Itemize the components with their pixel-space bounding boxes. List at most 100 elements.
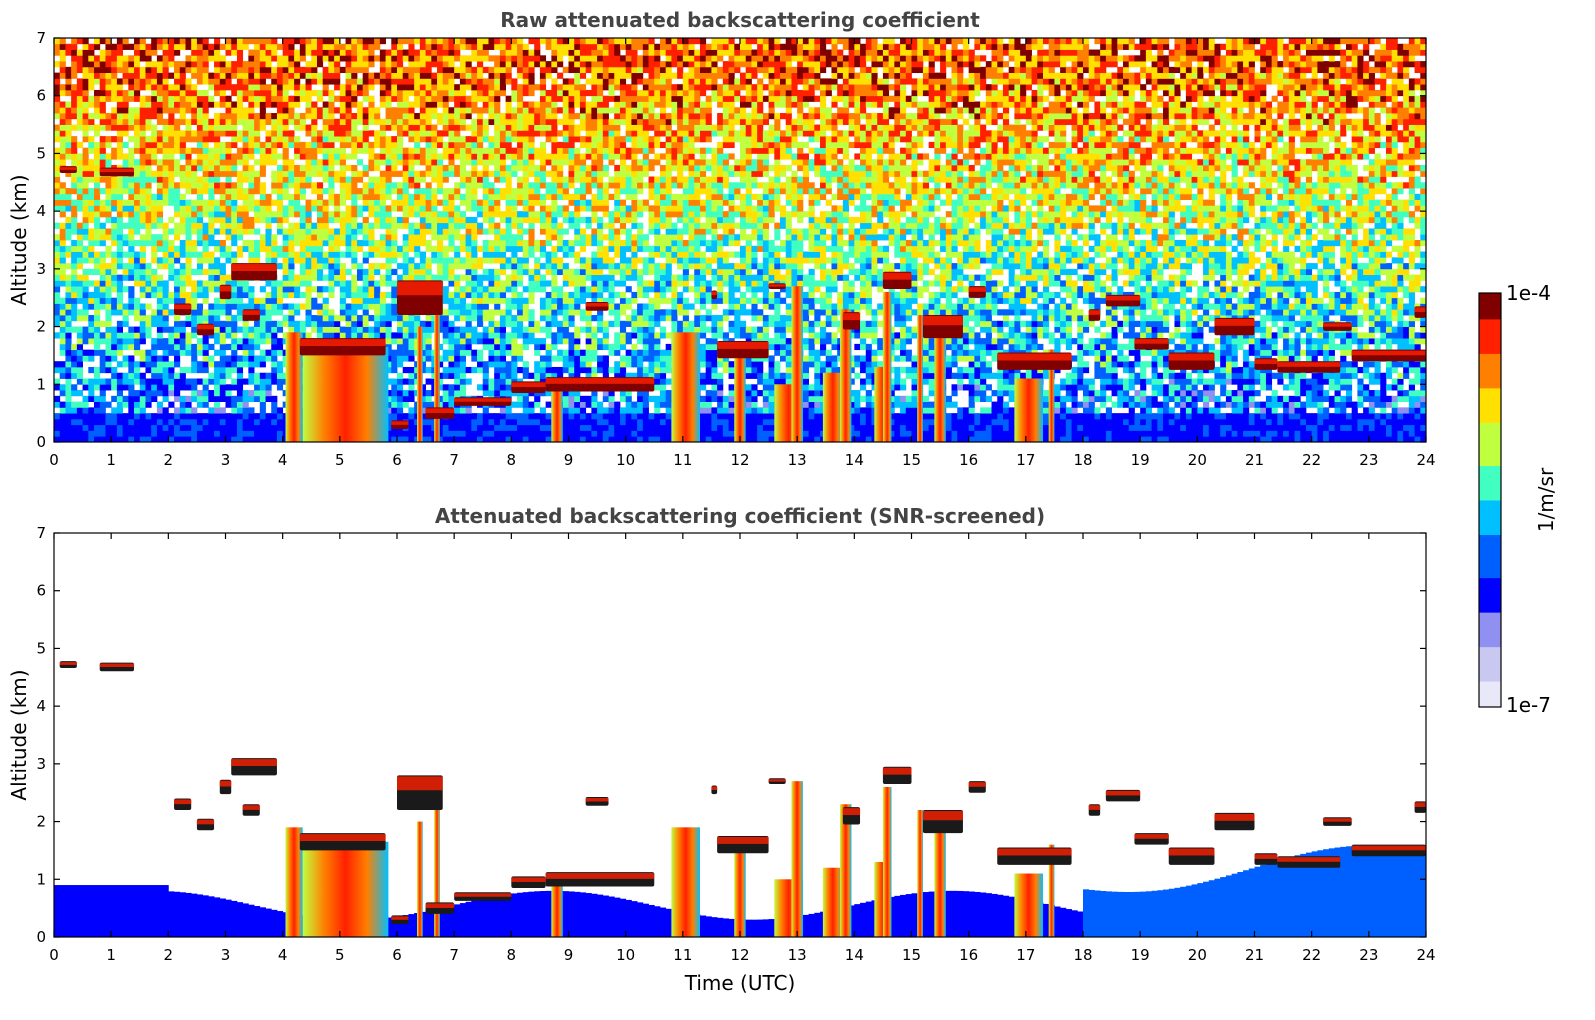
colorbar-segment xyxy=(1479,465,1501,475)
cloud-layer-core xyxy=(99,168,135,173)
colorbar-segment xyxy=(1479,603,1501,613)
colorbar-segment xyxy=(1479,551,1501,561)
cloud-layer-core xyxy=(1168,353,1215,361)
precipitation-column xyxy=(917,810,923,937)
colorbar-segment xyxy=(1479,620,1501,630)
cloud-layer-core xyxy=(196,324,215,330)
x-tick-label: 2 xyxy=(164,451,174,469)
colorbar-segment xyxy=(1479,301,1501,311)
cloud-layer-core xyxy=(391,421,409,425)
colorbar-segment xyxy=(1479,577,1501,587)
cloud-layer-core xyxy=(882,767,912,775)
x-tick-label: 2 xyxy=(164,946,174,964)
cloud-layer-core xyxy=(968,287,986,292)
panel1-x-ticks: 0 1 2 3 4 5 6 7 8 9 10 11 12 13 14 15 16 17 18 19 20 21 22 23 24 xyxy=(49,38,1436,469)
colorbar-gradient xyxy=(1479,293,1501,708)
precipitation-column xyxy=(917,315,923,442)
precipitation-column xyxy=(791,286,803,442)
x-tick-label: 17 xyxy=(1016,451,1035,469)
colorbar-segment xyxy=(1479,405,1501,415)
cloud-layer-core xyxy=(397,776,443,791)
colorbar-segment xyxy=(1479,560,1501,570)
colorbar-segment xyxy=(1479,586,1501,596)
x-tick-label: 21 xyxy=(1245,946,1264,964)
x-tick-label: 5 xyxy=(335,451,345,469)
precipitation-column xyxy=(1014,378,1043,442)
cloud-layer-core xyxy=(391,916,409,920)
colorbar-segment xyxy=(1479,474,1501,484)
colorbar-segment xyxy=(1479,698,1501,708)
cloud-layer-core xyxy=(545,378,655,384)
x-tick-label: 8 xyxy=(507,451,517,469)
panel1-y-ticks: 0 1 2 3 4 5 6 7 xyxy=(36,29,1426,451)
colorbar-segment xyxy=(1479,396,1501,406)
panel2-y-axis-label: Altitude (km) xyxy=(7,669,31,800)
cloud-layer-core xyxy=(717,837,769,844)
x-tick-label: 19 xyxy=(1131,946,1150,964)
cloud-layer-core xyxy=(1414,802,1426,807)
panel2-y-ticks: 0 1 2 3 4 5 6 7 xyxy=(36,524,1426,946)
cloud-layer-core xyxy=(1323,818,1352,822)
cloud-layer-core xyxy=(59,662,77,665)
cloud-layer-core xyxy=(299,339,386,347)
x-tick-label: 12 xyxy=(730,946,749,964)
cloud-layer-core xyxy=(1414,307,1426,312)
y-tick-label: 0 xyxy=(36,928,46,946)
precipitation-column xyxy=(434,792,440,937)
colorbar-segment xyxy=(1479,293,1501,303)
precipitation-column xyxy=(671,332,700,442)
colorbar-segment xyxy=(1479,655,1501,665)
x-tick-label: 4 xyxy=(278,451,288,469)
y-tick-label: 6 xyxy=(36,87,46,105)
colorbar-min-label: 1e-7 xyxy=(1506,693,1551,717)
x-tick-label: 1 xyxy=(106,451,116,469)
cloud-layer-core xyxy=(454,398,512,402)
x-tick-label: 10 xyxy=(616,946,635,964)
cloud-layer-core xyxy=(174,304,192,310)
x-tick-label: 20 xyxy=(1188,946,1207,964)
precipitation-column xyxy=(934,326,946,442)
cloud-layer-core xyxy=(545,873,655,879)
x-tick-label: 14 xyxy=(845,946,864,964)
x-tick-label: 20 xyxy=(1188,451,1207,469)
colorbar-segment xyxy=(1479,379,1501,389)
colorbar-segment xyxy=(1479,491,1501,501)
cloud-layer-core xyxy=(968,782,986,787)
precipitation-column xyxy=(1014,873,1043,937)
colorbar-segment xyxy=(1479,517,1501,527)
x-tick-label: 23 xyxy=(1359,946,1378,964)
precipitation-column xyxy=(1048,349,1055,442)
colorbar-segment xyxy=(1479,672,1501,682)
x-tick-label: 24 xyxy=(1416,451,1435,469)
x-tick-label: 12 xyxy=(730,451,749,469)
y-tick-label: 5 xyxy=(36,639,46,657)
y-tick-label: 0 xyxy=(36,433,46,451)
x-tick-label: 16 xyxy=(959,946,978,964)
cloud-layer-core xyxy=(882,272,912,280)
x-tick-label: 4 xyxy=(278,946,288,964)
x-tick-label: 3 xyxy=(221,451,231,469)
cloud-layer-core xyxy=(842,313,861,321)
cloud-layer-core xyxy=(511,382,546,388)
x-tick-label: 18 xyxy=(1073,946,1092,964)
x-tick-label: 21 xyxy=(1245,451,1264,469)
colorbar-segment xyxy=(1479,508,1501,518)
cloud-layer-core xyxy=(1351,350,1426,356)
cloud-layer-core xyxy=(711,291,718,295)
x-tick-label: 11 xyxy=(673,946,692,964)
colorbar-segment xyxy=(1479,370,1501,380)
x-tick-label: 6 xyxy=(392,451,402,469)
colorbar-segment xyxy=(1479,439,1501,449)
cloud-layer-core xyxy=(997,848,1072,856)
precipitation-column xyxy=(302,346,389,442)
cloud-layer-core xyxy=(425,903,455,908)
precipitation-column xyxy=(882,291,892,442)
x-tick-label: 0 xyxy=(49,451,59,469)
x-tick-label: 18 xyxy=(1073,451,1092,469)
y-tick-label: 3 xyxy=(36,260,46,278)
precipitation-column xyxy=(417,326,423,442)
x-tick-label: 10 xyxy=(616,451,635,469)
colorbar-segment xyxy=(1479,689,1501,699)
y-tick-label: 2 xyxy=(36,318,46,336)
